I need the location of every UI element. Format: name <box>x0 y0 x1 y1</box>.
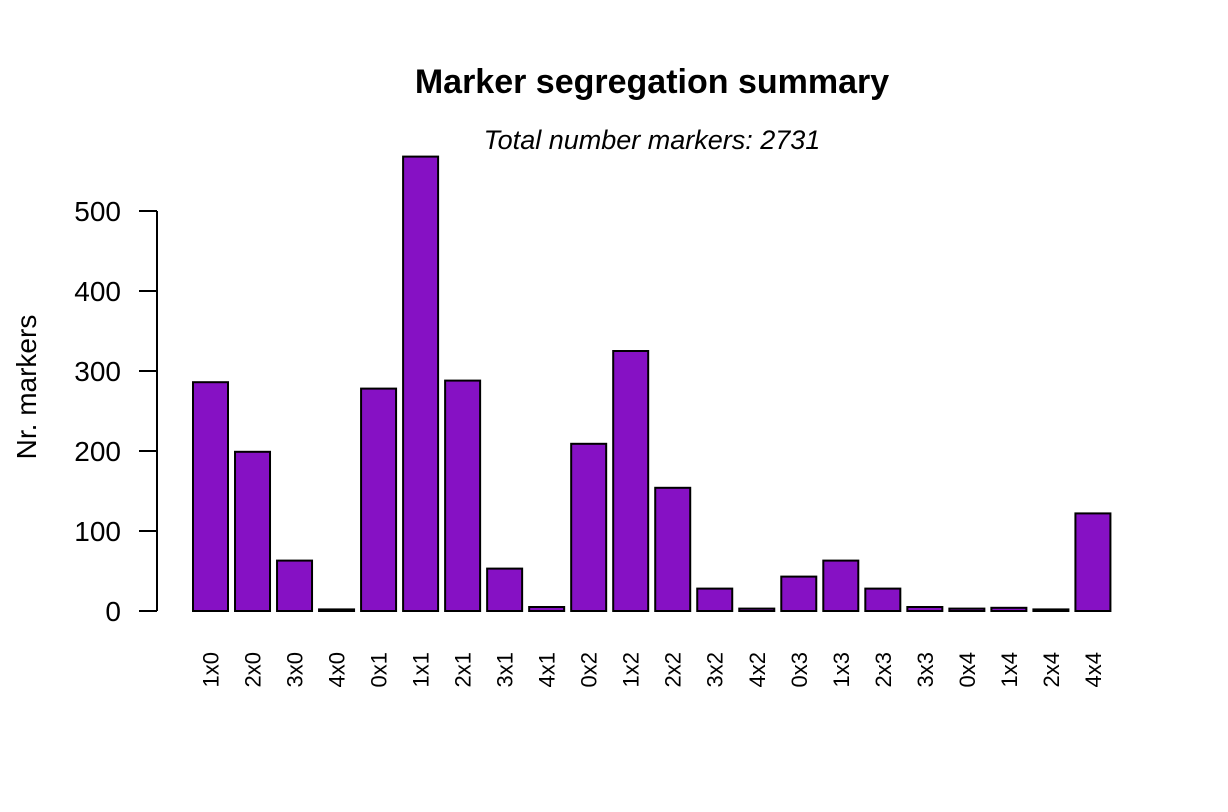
x-tick-label: 1x3 <box>829 652 854 687</box>
x-tick-label: 4x1 <box>535 652 560 687</box>
bar-3x3 <box>906 606 944 612</box>
x-tick-label: 1x1 <box>409 652 434 687</box>
bar-2x2 <box>654 486 692 612</box>
y-tick-label: 300 <box>74 356 121 387</box>
x-tick-label: 3x2 <box>703 652 728 687</box>
x-tick-label: 1x0 <box>199 652 224 687</box>
y-axis-label: Nr. markers <box>11 315 42 460</box>
bar-4x0 <box>318 608 356 613</box>
x-tick-label: 0x4 <box>955 652 980 687</box>
y-tick-label: 200 <box>74 436 121 467</box>
x-tick-label: 2x3 <box>871 652 896 687</box>
bar-2x3 <box>864 587 902 612</box>
y-axis: 0 100 200 300 400 500 <box>74 196 158 627</box>
bar-2x0 <box>234 450 272 612</box>
x-tick-label: 3x0 <box>283 652 308 687</box>
bars <box>192 155 1112 613</box>
y-tick-label: 100 <box>74 516 121 547</box>
bar-3x2 <box>696 587 734 612</box>
y-tick-label: 0 <box>105 596 121 627</box>
x-tick-label: 2x1 <box>451 652 476 687</box>
bar-0x1 <box>360 387 398 612</box>
y-tick-label: 500 <box>74 196 121 227</box>
x-tick-label: 2x0 <box>241 652 266 687</box>
bar-3x1 <box>486 567 524 612</box>
bar-3x0 <box>276 559 314 612</box>
bar-1x0 <box>192 381 229 613</box>
x-tick-label: 0x3 <box>787 652 812 687</box>
bar-1x2 <box>612 350 650 612</box>
bar-1x3 <box>822 559 860 612</box>
bar-0x2 <box>570 442 608 612</box>
x-tick-label: 2x4 <box>1039 652 1064 687</box>
chart-title: Marker segregation summary <box>415 63 889 101</box>
x-tick-label: 3x1 <box>493 652 518 687</box>
x-tick-label: 0x2 <box>577 652 602 687</box>
x-tick-label: 3x3 <box>913 652 938 687</box>
x-tick-label: 1x2 <box>619 652 644 687</box>
y-tick-label: 400 <box>74 276 121 307</box>
x-tick-label: 4x0 <box>325 652 350 687</box>
bar-1x4 <box>990 606 1028 612</box>
bar-0x3 <box>780 575 818 612</box>
x-tick-label: 4x2 <box>745 652 770 687</box>
bar-0x4 <box>948 607 986 612</box>
x-tick-labels: 1x0 2x0 3x0 4x0 0x1 1x1 2x1 3x1 4x1 0x2 1x2 2x2 3x2 4… <box>199 652 1106 687</box>
bar-4x1 <box>528 606 566 612</box>
chart-subtitle: Total number markers: 2731 <box>484 125 821 155</box>
x-tick-label: 2x2 <box>661 652 686 687</box>
x-tick-label: 4x4 <box>1081 652 1106 687</box>
bar-1x1 <box>402 155 440 612</box>
x-tick-label: 0x1 <box>367 652 392 687</box>
x-tick-label: 1x4 <box>997 652 1022 687</box>
bar-2x1 <box>444 379 482 612</box>
bar-2x4 <box>1032 608 1070 613</box>
bar-4x2 <box>738 607 776 612</box>
bar-4x4 <box>1074 512 1112 613</box>
